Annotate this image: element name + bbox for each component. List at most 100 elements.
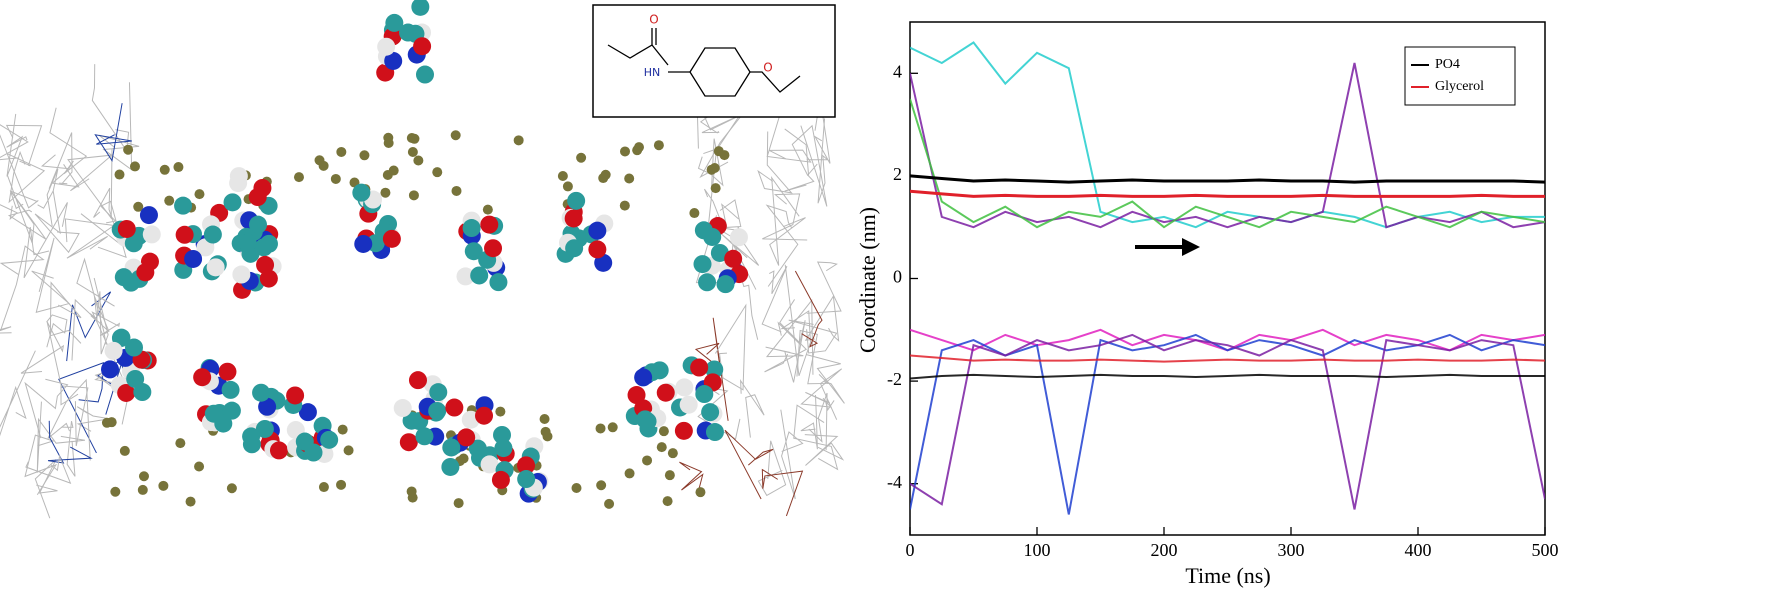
drug-atom xyxy=(716,275,735,294)
lipid-tail xyxy=(36,401,85,473)
drug-atom xyxy=(594,253,613,272)
lipid-tail xyxy=(806,118,830,204)
lipid-tail xyxy=(724,429,774,500)
y-tick-label: 4 xyxy=(893,61,902,81)
lipid-tail xyxy=(761,265,788,333)
phosphate-bead xyxy=(540,426,551,437)
lipid-tail xyxy=(31,237,71,313)
atom-label: O xyxy=(763,61,772,75)
lipid-tail xyxy=(0,124,39,209)
drug-atom xyxy=(464,242,483,261)
drug-atom xyxy=(382,229,401,248)
lipid-tail xyxy=(697,138,724,191)
phosphate-bead xyxy=(710,183,721,194)
lipid-tail xyxy=(704,146,721,238)
drug-atom xyxy=(695,385,714,404)
inset: O HN O xyxy=(592,4,836,118)
phosphate-bead xyxy=(595,423,606,434)
phosphate-bead xyxy=(432,167,443,178)
lipid-tail xyxy=(0,350,36,437)
phosphate-bead xyxy=(451,185,462,196)
drug-atom xyxy=(204,404,223,423)
drug-atom xyxy=(258,397,277,416)
phosphate-bead xyxy=(450,130,461,141)
lipid-tail xyxy=(788,319,838,354)
drug-atom xyxy=(174,196,193,215)
lipid-tail xyxy=(761,468,804,517)
drug-atom xyxy=(384,51,403,70)
arrow-head xyxy=(1182,238,1200,256)
phosphate-bead xyxy=(562,181,573,192)
phosphate-bead xyxy=(175,438,186,449)
drug-atom xyxy=(112,328,131,347)
phosphate-bead xyxy=(336,479,347,490)
drug-atom xyxy=(494,439,513,458)
phosphate-bead xyxy=(658,426,669,437)
bond xyxy=(651,44,669,66)
lipid-tail xyxy=(98,82,140,171)
drug-atom xyxy=(136,263,155,282)
lipid-tail xyxy=(7,150,46,204)
phosphate-bead xyxy=(596,480,607,491)
y-tick-label: 2 xyxy=(893,164,902,184)
drug-atom xyxy=(650,361,669,380)
phosphate-bead xyxy=(164,195,175,206)
drug-atom xyxy=(674,421,693,440)
x-tick-label: 100 xyxy=(1024,540,1051,560)
lipid-tail xyxy=(804,434,845,466)
drug-atom xyxy=(480,215,499,234)
phosphate-bead xyxy=(194,461,205,472)
lipid-tail xyxy=(804,294,840,342)
series-line xyxy=(910,189,1545,198)
series-line xyxy=(910,328,1545,352)
drug-atom xyxy=(256,255,275,274)
drug-atom xyxy=(286,386,305,405)
lipid-tail xyxy=(48,132,73,189)
series-line xyxy=(910,373,1545,380)
x-tick-label: 0 xyxy=(906,540,915,560)
drug-atom xyxy=(484,239,503,258)
drug-atom xyxy=(517,470,536,489)
series-line xyxy=(910,333,1545,515)
phosphate-bead xyxy=(138,471,149,482)
series-line xyxy=(910,98,1545,229)
phosphate-bead xyxy=(413,155,424,166)
x-tick-label: 300 xyxy=(1278,540,1305,560)
drug-atom xyxy=(184,249,203,268)
drug-atom xyxy=(698,273,717,292)
phosphate-bead xyxy=(318,160,329,171)
drug-atom xyxy=(675,378,694,397)
phosphate-bead xyxy=(101,417,112,428)
phosphate-bead xyxy=(343,445,354,456)
drug-atom xyxy=(232,265,251,284)
drug-atom xyxy=(415,427,434,446)
phosphate-bead xyxy=(185,496,196,507)
lipid-tail xyxy=(91,64,130,153)
y-tick-label: -2 xyxy=(887,369,902,389)
drug-atom xyxy=(701,403,720,422)
series-line xyxy=(910,174,1545,184)
phosphate-bead xyxy=(359,150,370,161)
lipid-tail xyxy=(24,378,69,439)
drug-atom xyxy=(690,358,709,377)
drug-atom xyxy=(298,403,317,422)
x-axis-label: Time (ns) xyxy=(1185,563,1270,588)
lipid-tail xyxy=(719,199,742,228)
series-line xyxy=(910,333,1545,510)
drug-atom xyxy=(636,410,655,429)
drug-atom xyxy=(242,435,261,454)
drug-atom xyxy=(489,273,508,292)
bond xyxy=(750,71,801,93)
lipid-tail xyxy=(60,385,89,447)
lipid-tail xyxy=(47,420,93,464)
drug-atom xyxy=(248,188,267,207)
phosphate-bead xyxy=(619,200,630,211)
drug-atom xyxy=(101,360,120,379)
phosphate-bead xyxy=(119,445,130,456)
lipid-tail xyxy=(794,270,823,348)
lipid-tail xyxy=(34,191,80,254)
drug-atom xyxy=(354,234,373,253)
drug-atom xyxy=(480,455,499,474)
